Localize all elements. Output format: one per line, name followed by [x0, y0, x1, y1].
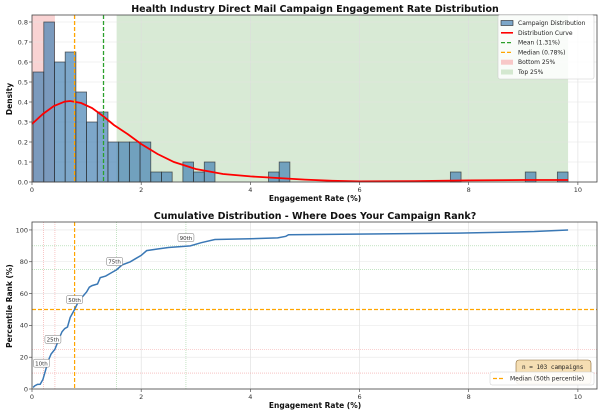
- histogram-bar: [107, 141, 120, 183]
- histogram-bar: [128, 141, 141, 183]
- x-tick-label: 10: [574, 186, 582, 194]
- legend-label: Top 25%: [517, 69, 544, 76]
- y-tick-label: 40: [20, 322, 28, 330]
- y-tick-label: 0.0: [18, 178, 28, 186]
- percentile-label: 50th: [68, 298, 81, 304]
- percentile-label: 10th: [35, 361, 48, 367]
- histogram-bar: [161, 171, 173, 183]
- distribution-curve: [31, 100, 569, 183]
- legend-label: Mean (1.31%): [518, 40, 560, 47]
- top-chart-title: Health Industry Direct Mail Campaign Eng…: [131, 4, 499, 15]
- histogram-bar: [43, 21, 55, 183]
- legend-label: Distribution Curve: [518, 30, 573, 37]
- percentile-label: 90th: [180, 236, 193, 242]
- y-tick-label: 20: [20, 353, 28, 361]
- legend-box: [489, 371, 595, 386]
- top-y-label: Density: [5, 83, 14, 115]
- y-tick-label: 0.6: [18, 58, 28, 66]
- legend-swatch-top: [501, 69, 513, 75]
- histogram-bar: [54, 61, 66, 183]
- y-tick-label: 0.5: [18, 78, 28, 86]
- bottom-x-label: Engagement Rate (%): [269, 401, 361, 410]
- x-tick-label: 8: [467, 186, 471, 194]
- legend-swatch-histogram: [500, 20, 514, 26]
- x-tick-label: 0: [30, 186, 34, 194]
- x-tick-label: 0: [30, 393, 34, 401]
- cdf-line: [32, 229, 569, 388]
- percentile-label-box: [44, 335, 62, 344]
- y-tick-label: 0.2: [18, 138, 28, 146]
- x-tick-label: 2: [139, 186, 143, 194]
- percentile-label-box: [66, 295, 83, 304]
- legend-label: Bottom 25%: [518, 59, 556, 66]
- y-tick-label: 0.8: [18, 18, 28, 26]
- histogram-bar: [96, 111, 109, 183]
- y-tick-label: 0.4: [18, 98, 28, 106]
- y-tick-label: 80: [20, 258, 28, 266]
- legend: Campaign Distribution Distribution Curve M…: [497, 14, 595, 80]
- percentile-label-box: [106, 257, 123, 266]
- legend-label: Campaign Distribution: [518, 20, 586, 27]
- percentile-label-box: [177, 233, 195, 242]
- top-x-label: Engagement Rate (%): [269, 194, 361, 203]
- legend-label: Median (0.78%): [518, 49, 565, 56]
- y-tick-label: 60: [20, 290, 28, 298]
- x-tick-label: 8: [467, 393, 471, 401]
- x-tick-label: 10: [574, 393, 582, 401]
- y-tick-label: 0.7: [18, 38, 28, 46]
- histogram-bar: [32, 71, 45, 183]
- x-tick-label: 4: [248, 186, 252, 194]
- plot-frame: [31, 14, 598, 183]
- stats-text: n = 103 campaigns: [522, 364, 584, 371]
- y-tick-label: 0.1: [18, 158, 28, 166]
- percentile-label: 25th: [47, 338, 60, 344]
- y-tick-label: 100: [16, 226, 28, 234]
- y-tick-label: 0.3: [18, 118, 28, 126]
- y-tick-label: 0: [24, 385, 28, 393]
- x-tick-label: 4: [248, 393, 252, 401]
- top-plot: 0 2 4 6 8 10 0.0 0.1 0.2 0.3 0.4 0.5 0.6 0.7 0.8 Campai…: [18, 14, 598, 194]
- legend-label: Median (50th percentile): [510, 376, 584, 383]
- bottom-y-label: Percentile Rank (%): [5, 264, 14, 348]
- percentile-label-box: [33, 358, 50, 368]
- x-tick-label: 2: [139, 393, 143, 401]
- histogram-bar: [118, 141, 130, 183]
- histogram-bar: [86, 121, 98, 183]
- top-25-region: [116, 15, 569, 182]
- histogram-bar: [193, 171, 205, 183]
- histogram-bar: [150, 171, 162, 183]
- legend: Median (50th percentile): [489, 371, 595, 386]
- legend-swatch-bottom: [501, 59, 513, 65]
- x-tick-label: 6: [357, 186, 361, 194]
- x-tick-label: 6: [357, 393, 361, 401]
- percentile-label: 75th: [108, 260, 121, 266]
- legend-box: [497, 14, 595, 80]
- bottom-plot: 0 2 4 6 8 1002040608010010th25th50th75th90thn…: [16, 221, 598, 401]
- plot-frame: [31, 221, 598, 390]
- bottom-chart-title: Cumulative Distribution - Where Does You…: [154, 211, 476, 222]
